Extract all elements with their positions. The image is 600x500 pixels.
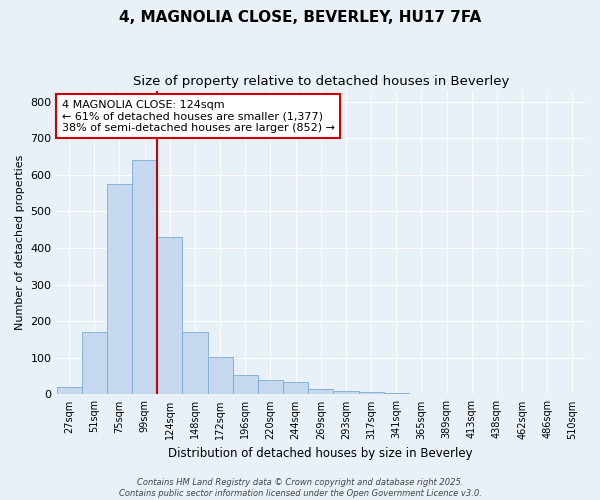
- Bar: [258, 380, 283, 394]
- Text: 4 MAGNOLIA CLOSE: 124sqm
← 61% of detached houses are smaller (1,377)
38% of sem: 4 MAGNOLIA CLOSE: 124sqm ← 61% of detach…: [62, 100, 335, 133]
- Bar: [132, 160, 157, 394]
- Bar: [383, 393, 409, 394]
- Bar: [56, 387, 82, 394]
- Bar: [82, 332, 107, 394]
- Bar: [233, 376, 258, 394]
- Bar: [359, 392, 383, 394]
- Bar: [157, 237, 182, 394]
- Text: Contains HM Land Registry data © Crown copyright and database right 2025.
Contai: Contains HM Land Registry data © Crown c…: [119, 478, 481, 498]
- Bar: [283, 382, 308, 394]
- Bar: [182, 332, 208, 394]
- Bar: [308, 390, 334, 394]
- Bar: [334, 391, 359, 394]
- X-axis label: Distribution of detached houses by size in Beverley: Distribution of detached houses by size …: [169, 447, 473, 460]
- Y-axis label: Number of detached properties: Number of detached properties: [15, 155, 25, 330]
- Text: 4, MAGNOLIA CLOSE, BEVERLEY, HU17 7FA: 4, MAGNOLIA CLOSE, BEVERLEY, HU17 7FA: [119, 10, 481, 25]
- Bar: [208, 356, 233, 395]
- Bar: [107, 184, 132, 394]
- Title: Size of property relative to detached houses in Beverley: Size of property relative to detached ho…: [133, 75, 509, 88]
